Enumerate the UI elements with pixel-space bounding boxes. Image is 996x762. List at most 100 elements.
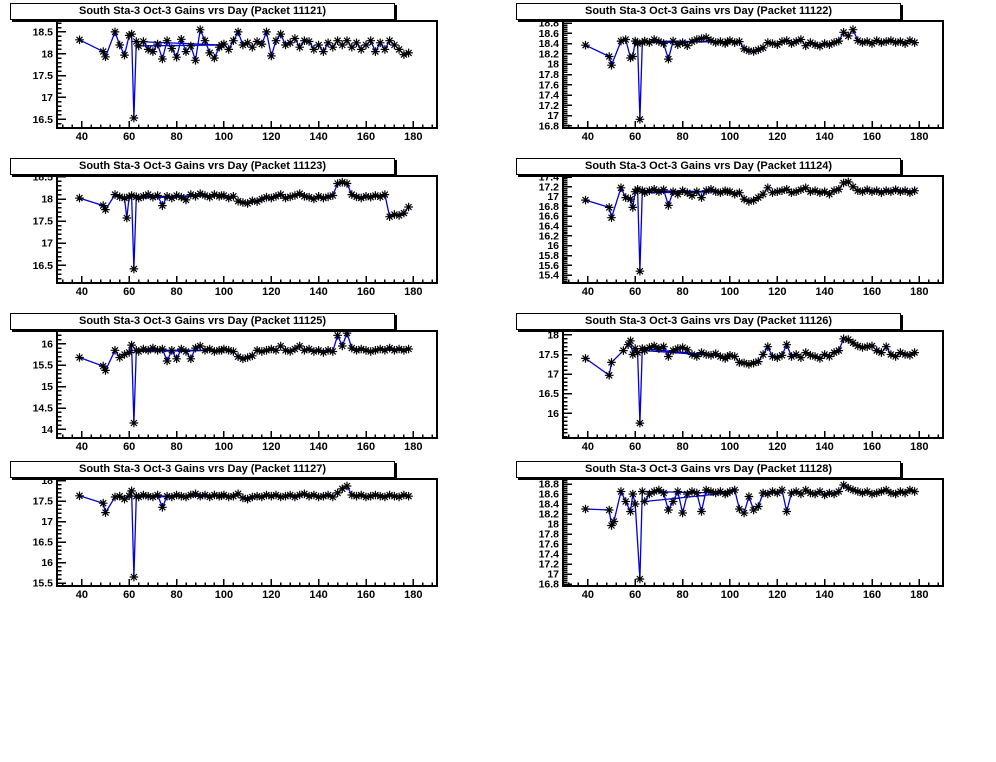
svg-text:100: 100 [215, 589, 233, 601]
svg-text:40: 40 [582, 286, 594, 298]
chart-title: South Sta-3 Oct-3 Gains vrs Day (Packet … [78, 315, 326, 327]
svg-text:140: 140 [815, 131, 833, 143]
svg-text:40: 40 [582, 131, 594, 143]
svg-text:18.8: 18.8 [539, 479, 560, 491]
svg-text:16.5: 16.5 [33, 260, 54, 272]
svg-text:180: 180 [910, 286, 928, 298]
svg-text:120: 120 [768, 286, 786, 298]
svg-text:15.6: 15.6 [539, 260, 560, 272]
svg-text:16.8: 16.8 [539, 201, 560, 213]
svg-text:16.5: 16.5 [539, 388, 560, 400]
svg-text:16.8: 16.8 [539, 579, 560, 591]
svg-text:180: 180 [910, 589, 928, 601]
svg-text:17.5: 17.5 [33, 496, 54, 508]
svg-text:40: 40 [582, 441, 594, 453]
chart-panel-packet-11128: 16.8 17 17.2 17.4 17.6 17.8 18 18.2 18.4 18.6 18.8… [506, 458, 971, 610]
svg-text:18.6: 18.6 [539, 28, 560, 40]
chart-plot-area-11124: 15.415.615.81616.216.416.616.81717.217.4… [539, 172, 944, 298]
chart-title: South Sta-3 Oct-3 Gains vrs Day (Packet … [78, 5, 326, 17]
svg-text:16.6: 16.6 [539, 211, 560, 223]
svg-text:17: 17 [547, 110, 559, 122]
svg-text:14: 14 [41, 424, 53, 436]
chart-title-box: South Sta-3 Oct-3 Gains vrs Day (Packet … [516, 313, 901, 330]
svg-text:140: 140 [309, 589, 327, 601]
svg-text:18.8: 18.8 [539, 18, 560, 30]
svg-text:17: 17 [41, 238, 53, 250]
chart-panel-packet-11124: 15.4 15.6 15.8 16 16.2 16.4 16.6 16.8 17 17.2 17.4… [506, 155, 971, 307]
svg-text:15.5: 15.5 [33, 360, 54, 372]
chart-title: South Sta-3 Oct-3 Gains vrs Day (Packet … [78, 463, 326, 475]
svg-text:18.5: 18.5 [33, 26, 54, 38]
chart-plot-area-11127: 15.5 16 16.5 17 17.5 18 40 60 80 100 120 140 160 180 [33, 475, 438, 601]
svg-text:160: 160 [357, 441, 375, 453]
svg-text:160: 160 [357, 589, 375, 601]
svg-text:17.6: 17.6 [539, 79, 560, 91]
chart-plot-area-11125: 14 14.5 15 15.5 16 40 60 80 100 120 140 160 180 [33, 328, 438, 453]
svg-text:60: 60 [629, 441, 641, 453]
svg-text:180: 180 [910, 441, 928, 453]
svg-text:80: 80 [676, 589, 688, 601]
svg-text:160: 160 [357, 286, 375, 298]
chart-panel-packet-11126: 16 16.5 17 17.5 18 40 60 80 100 120 140 160 180 Sout… [506, 310, 971, 462]
svg-text:18: 18 [547, 519, 559, 531]
svg-text:18.2: 18.2 [539, 509, 560, 521]
chart-plot-area-11122: 16.81717.217.417.617.81818.218.418.618.8… [539, 18, 944, 143]
svg-text:120: 120 [262, 131, 280, 143]
svg-text:80: 80 [170, 131, 182, 143]
svg-text:180: 180 [910, 131, 928, 143]
svg-text:16.4: 16.4 [539, 221, 560, 233]
svg-text:18.4: 18.4 [539, 38, 560, 50]
svg-text:100: 100 [215, 286, 233, 298]
chart-panel-packet-11121: 16.5 17 17.5 18 18.5 40 60 80 100 120 140 160 180 So… [0, 0, 465, 152]
svg-text:100: 100 [721, 441, 739, 453]
svg-text:15: 15 [41, 381, 53, 393]
svg-text:160: 160 [863, 131, 881, 143]
svg-text:17: 17 [547, 369, 559, 381]
svg-text:16.8: 16.8 [539, 120, 560, 132]
svg-text:100: 100 [215, 441, 233, 453]
svg-text:16.5: 16.5 [33, 114, 54, 126]
svg-text:60: 60 [629, 286, 641, 298]
svg-text:40: 40 [76, 441, 88, 453]
svg-text:17.8: 17.8 [539, 69, 560, 81]
svg-text:120: 120 [262, 589, 280, 601]
svg-text:40: 40 [76, 131, 88, 143]
svg-text:17: 17 [547, 569, 559, 581]
svg-text:160: 160 [863, 286, 881, 298]
svg-text:160: 160 [863, 589, 881, 601]
svg-text:60: 60 [629, 131, 641, 143]
chart-title: South Sta-3 Oct-3 Gains vrs Day (Packet … [584, 315, 832, 327]
svg-text:80: 80 [170, 589, 182, 601]
svg-text:18.2: 18.2 [539, 48, 560, 60]
svg-text:15.5: 15.5 [33, 578, 54, 590]
svg-text:120: 120 [768, 589, 786, 601]
chart-plot-area-11128: 16.81717.217.417.617.81818.218.418.618.8… [539, 478, 944, 601]
svg-text:40: 40 [582, 589, 594, 601]
svg-text:180: 180 [404, 131, 422, 143]
svg-text:180: 180 [404, 286, 422, 298]
svg-text:16: 16 [547, 408, 559, 420]
svg-text:160: 160 [357, 131, 375, 143]
svg-text:120: 120 [262, 286, 280, 298]
svg-text:17.2: 17.2 [539, 100, 560, 112]
svg-text:120: 120 [262, 441, 280, 453]
svg-text:18: 18 [547, 59, 559, 71]
svg-text:18.4: 18.4 [539, 499, 560, 511]
svg-text:17.4: 17.4 [539, 90, 560, 102]
svg-text:140: 140 [815, 441, 833, 453]
chart-plot-area-11121: 16.5 17 17.5 18 18.5 40 60 80 100 120 140 160 180 [33, 20, 438, 143]
svg-text:17.2: 17.2 [539, 181, 560, 193]
svg-text:80: 80 [170, 441, 182, 453]
svg-text:180: 180 [404, 589, 422, 601]
chart-title-box: South Sta-3 Oct-3 Gains vrs Day (Packet … [516, 3, 901, 20]
svg-text:17: 17 [41, 516, 53, 528]
svg-text:160: 160 [863, 441, 881, 453]
chart-title-box: South Sta-3 Oct-3 Gains vrs Day (Packet … [516, 461, 901, 478]
svg-text:100: 100 [721, 131, 739, 143]
svg-text:140: 140 [309, 131, 327, 143]
svg-text:18: 18 [41, 475, 53, 487]
svg-text:16.5: 16.5 [33, 537, 54, 549]
svg-text:17.6: 17.6 [539, 539, 560, 551]
svg-text:140: 140 [815, 286, 833, 298]
